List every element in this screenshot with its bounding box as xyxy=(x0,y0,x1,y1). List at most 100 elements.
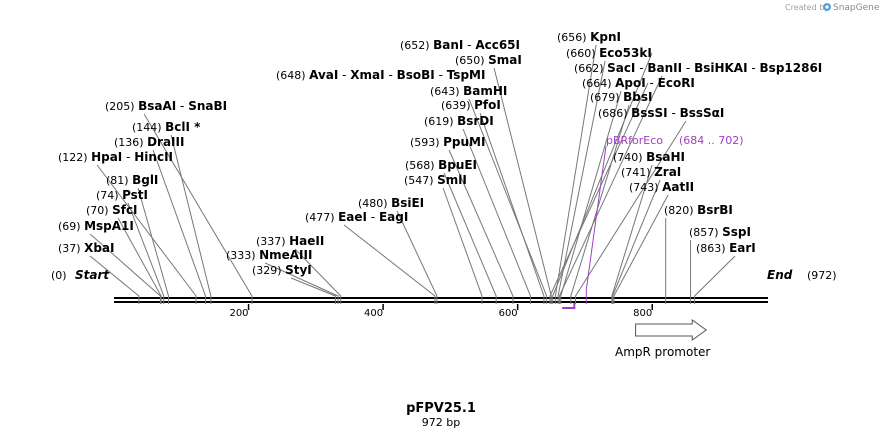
site-label-text: (477) EaeI - EagI xyxy=(305,210,408,224)
site-label[interactable]: (664) ApoI - EcoRI xyxy=(582,76,695,90)
enzyme-name: BamHI xyxy=(463,84,507,98)
primer-range: (684 .. 702) xyxy=(679,134,744,147)
site-leader-line xyxy=(462,128,531,304)
site-label[interactable]: (679) BbsI xyxy=(590,90,652,104)
enzyme-name: BanI xyxy=(433,38,463,52)
site-leader-line xyxy=(143,113,253,304)
site-label[interactable]: (660) Eco53kI xyxy=(566,46,652,60)
site-label-text: (743) AatII xyxy=(629,180,694,194)
enzyme-name: SspI xyxy=(722,225,751,239)
site-label-text: (656) KpnI xyxy=(557,30,621,44)
site-label[interactable]: (652) BanI - Acc65I xyxy=(400,38,520,52)
primer-pBRforEco[interactable]: pBRforEco (684 .. 702) xyxy=(562,134,744,309)
site-label[interactable]: (81) BglI xyxy=(106,173,158,187)
site-label[interactable]: (477) EaeI - EagI xyxy=(305,210,408,224)
site-position: (333) xyxy=(226,249,259,262)
site-label-text: (329) StyI xyxy=(252,263,312,277)
site-label[interactable]: (74) PstI xyxy=(96,188,148,202)
site-position: (662) xyxy=(574,62,607,75)
site-label[interactable]: (69) MspA1I xyxy=(58,219,134,233)
enzyme-name: EcoRI xyxy=(658,76,695,90)
site-label[interactable]: (547) SmlI xyxy=(404,173,467,187)
enzyme-name: Bsp1286I xyxy=(760,61,823,75)
site-labels: (37) XbaI(69) MspA1I(70) SfcI(74) PstI(8… xyxy=(58,30,822,277)
enzyme-name: BanII xyxy=(647,61,682,75)
enzyme-name: BbsI xyxy=(623,90,652,104)
site-label[interactable]: (144) BclI * xyxy=(132,120,201,134)
enzyme-name: Eco53kI xyxy=(599,46,652,60)
site-label[interactable]: (619) BsrDI xyxy=(424,114,494,128)
site-label[interactable]: (333) NmeAIII xyxy=(226,248,312,262)
site-label[interactable]: (593) PpuMI xyxy=(410,135,485,149)
site-label[interactable]: (337) HaeII xyxy=(256,234,324,248)
site-leader-line xyxy=(479,112,545,304)
feature-name: AmpR promoter xyxy=(615,345,710,359)
site-label[interactable]: (662) SacI - BanII - BsiHKAI - Bsp1286I xyxy=(574,61,822,75)
enzyme-name: SacI xyxy=(607,61,635,75)
site-position: (648) xyxy=(276,69,309,82)
site-label[interactable]: (741) ZraI xyxy=(621,165,681,179)
enzyme-name: StyI xyxy=(285,263,312,277)
site-leader-line xyxy=(611,164,653,304)
site-label[interactable]: (205) BsaAI - SnaBI xyxy=(105,99,227,113)
site-position: (679) xyxy=(590,91,623,104)
site-label[interactable]: (329) StyI xyxy=(252,263,312,277)
site-label[interactable]: (639) PfoI xyxy=(441,98,501,112)
site-position: (69) xyxy=(58,220,84,233)
site-label[interactable]: (743) AatII xyxy=(629,180,694,194)
site-label[interactable]: (136) DraIII xyxy=(114,135,184,149)
enzyme-name: SfcI xyxy=(112,203,137,217)
site-label-text: (593) PpuMI xyxy=(410,135,485,149)
site-position: (568) xyxy=(405,159,438,172)
site-label[interactable]: (656) KpnI xyxy=(557,30,621,44)
site-position: (122) xyxy=(58,151,91,164)
site-label[interactable]: (122) HpaI - HincII xyxy=(58,150,173,164)
site-label-text: (619) BsrDI xyxy=(424,114,494,128)
site-label[interactable]: (648) AvaI - XmaI - BsoBI - TspMI xyxy=(276,68,485,82)
site-label-text: (639) PfoI xyxy=(441,98,501,112)
site-label[interactable]: (650) SmaI xyxy=(455,53,522,67)
site-label-text: (480) BsiEI xyxy=(358,196,424,210)
site-label-text: (69) MspA1I xyxy=(58,219,134,233)
site-label[interactable]: (643) BamHI xyxy=(430,84,507,98)
site-leader-line xyxy=(558,75,663,304)
site-label[interactable]: (568) BpuEI xyxy=(405,158,477,172)
site-label-text: (863) EarI xyxy=(696,241,756,255)
enzyme-name: HaeII xyxy=(289,234,324,248)
site-label[interactable]: (863) EarI xyxy=(696,241,756,255)
enzyme-name: AatII xyxy=(662,180,694,194)
site-position: (74) xyxy=(96,189,122,202)
site-leader-line xyxy=(443,172,497,304)
site-position: (741) xyxy=(621,166,654,179)
site-leader-line xyxy=(612,179,661,304)
site-label-text: (660) Eco53kI xyxy=(566,46,652,60)
site-label[interactable]: (480) BsiEI xyxy=(358,196,424,210)
feature-arrow-icon xyxy=(635,319,708,341)
site-leader-line xyxy=(117,217,162,304)
site-leader-line xyxy=(396,210,438,304)
site-label[interactable]: (686) BssSI - BssSαI xyxy=(598,106,724,120)
site-position: (205) xyxy=(105,100,138,113)
site-leader-line xyxy=(89,233,161,304)
site-leader-line xyxy=(549,82,649,304)
site-label[interactable]: (820) BsrBI xyxy=(664,203,733,217)
site-label[interactable]: (740) BsaHI xyxy=(613,150,685,164)
site-label[interactable]: (857) SspI xyxy=(689,225,751,239)
site-position: (740) xyxy=(613,151,646,164)
enzyme-name: EagI xyxy=(379,210,408,224)
feature-ampr-promoter[interactable]: AmpR promoter xyxy=(615,319,710,359)
enzyme-name: Acc65I xyxy=(475,38,520,52)
axis-tick-label: 800 xyxy=(633,308,652,319)
site-position: (686) xyxy=(598,107,631,120)
site-leader-line xyxy=(493,67,552,304)
site-label-text: (205) BsaAI - SnaBI xyxy=(105,99,227,113)
site-label-text: (740) BsaHI xyxy=(613,150,685,164)
site-label[interactable]: (37) XbaI xyxy=(58,241,114,255)
plasmid-name: pFPV25.1 xyxy=(406,401,476,416)
site-position: (652) xyxy=(400,39,433,52)
site-position: (857) xyxy=(689,226,722,239)
enzyme-name: EaeI xyxy=(338,210,367,224)
site-label[interactable]: (70) SfcI xyxy=(86,203,138,217)
enzyme-name: BsiEI xyxy=(391,196,424,210)
site-label-text: (662) SacI - BanII - BsiHKAI - Bsp1286I xyxy=(574,61,822,75)
